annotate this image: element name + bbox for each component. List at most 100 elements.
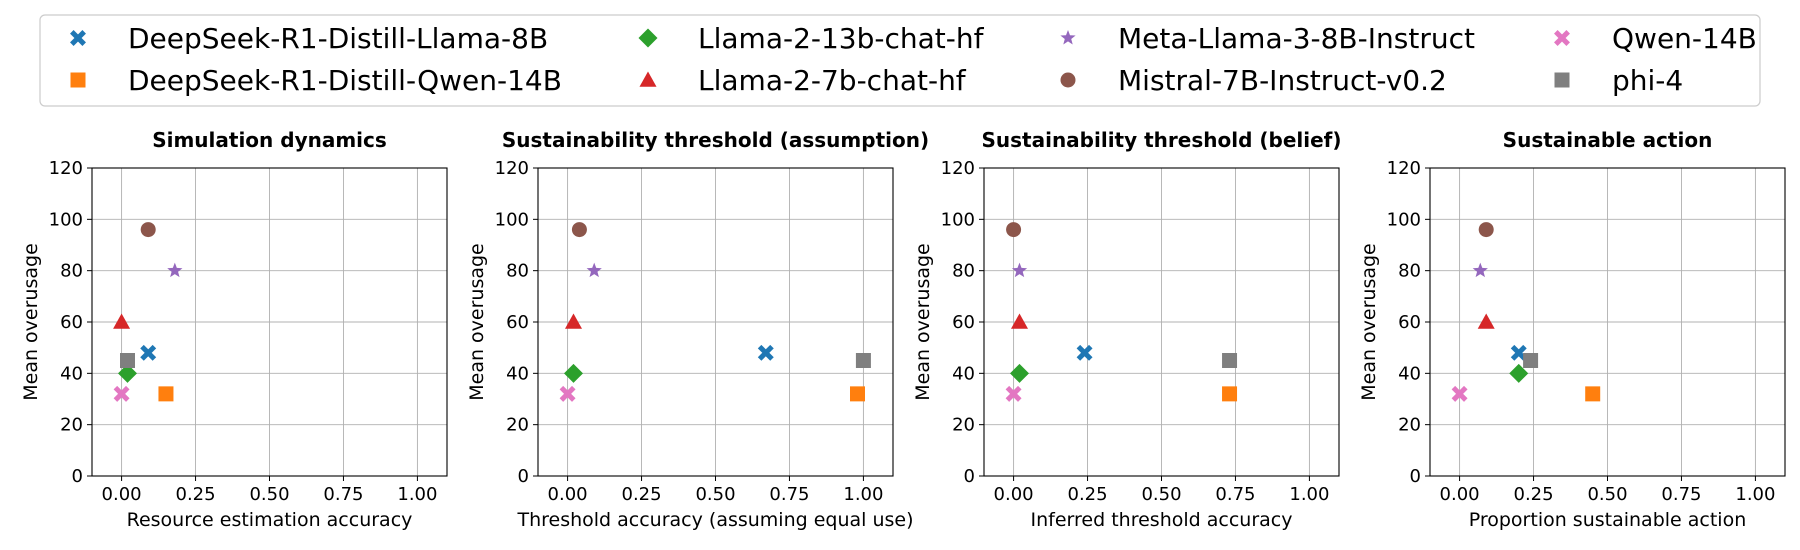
data-point — [1222, 353, 1238, 368]
data-point — [1005, 385, 1022, 402]
y-axis-label: Mean overusage — [20, 243, 42, 401]
legend-label: Llama-2-7b-chat-hf — [698, 64, 967, 97]
data-point — [1523, 353, 1539, 368]
y-axis-label: Mean overusage — [912, 243, 934, 401]
y-tick-label: 80 — [506, 261, 529, 282]
panel-title: Simulation dynamics — [152, 128, 387, 152]
data-point — [140, 344, 157, 361]
x-tick-label: 0.00 — [994, 484, 1034, 505]
plot-frame — [983, 167, 1340, 477]
legend-frame — [39, 14, 1761, 107]
plot-frame — [537, 167, 894, 477]
scatter-panel: Sustainability threshold (belief) 0 20 40 60… — [912, 128, 1342, 531]
y-axis-label: Mean overusage — [1358, 243, 1380, 401]
data-point — [757, 344, 774, 361]
y-tick-label: 80 — [60, 261, 83, 282]
panel-title: Sustainability threshold (assumption) — [502, 128, 929, 152]
data-point — [1478, 222, 1494, 238]
y-tick-label: 120 — [49, 158, 83, 179]
y-tick-label: 40 — [1398, 363, 1421, 384]
legend-marker-x-icon — [1554, 30, 1570, 46]
scatter-panel: Sustainability threshold (assumption) 0 20… — [466, 128, 929, 531]
x-tick-label: 0.25 — [622, 484, 662, 505]
x-tick-label: 0.50 — [249, 484, 289, 505]
panels: Simulation dynamics 0 20 40 60 80 100 120 0.00 0.… — [20, 128, 1786, 531]
y-tick-label: 20 — [60, 415, 83, 436]
legend-marker-square-icon — [1554, 72, 1570, 88]
data-point — [1472, 262, 1488, 278]
x-axis-label: Proportion sustainable action — [1469, 509, 1747, 531]
data-point — [1006, 222, 1022, 238]
plot-frame — [91, 167, 448, 477]
data-point — [564, 363, 583, 383]
y-tick-label: 100 — [1387, 209, 1421, 230]
data-point — [1011, 262, 1028, 278]
y-tick-label: 0 — [518, 466, 529, 487]
data-point — [1509, 363, 1529, 383]
y-tick-label: 120 — [495, 158, 529, 179]
y-tick-label: 40 — [60, 363, 83, 384]
y-tick-label: 40 — [506, 363, 529, 384]
y-tick-label: 120 — [1387, 158, 1421, 179]
data-point — [559, 385, 576, 402]
y-tick-label: 0 — [964, 466, 975, 487]
y-tick-label: 20 — [1398, 415, 1421, 436]
y-tick-label: 100 — [495, 209, 529, 230]
y-tick-label: 0 — [1410, 466, 1421, 487]
panel-title: Sustainability threshold (belief) — [981, 128, 1341, 152]
x-tick-label: 0.00 — [1440, 484, 1480, 505]
y-tick-label: 80 — [952, 261, 975, 282]
legend-label: phi-4 — [1612, 64, 1683, 97]
data-point — [1510, 344, 1527, 361]
data-point — [120, 353, 135, 368]
y-tick-label: 20 — [506, 415, 529, 436]
legend-marker-triangle-icon — [639, 71, 657, 87]
data-point — [1222, 386, 1238, 402]
data-point — [118, 363, 137, 383]
y-tick-label: 60 — [1398, 312, 1421, 333]
legend-marker-x-icon — [70, 30, 86, 46]
data-point — [1010, 363, 1029, 383]
y-tick-label: 60 — [60, 312, 83, 333]
data-point — [113, 313, 131, 329]
plot-frame — [1429, 167, 1786, 477]
x-tick-label: 0.25 — [1068, 484, 1108, 505]
x-tick-label: 0.00 — [102, 484, 142, 505]
data-point — [586, 262, 602, 278]
y-tick-label: 120 — [941, 158, 975, 179]
legend-label: Meta-Llama-3-8B-Instruct — [1118, 22, 1475, 55]
y-tick-label: 80 — [1398, 261, 1421, 282]
y-tick-label: 40 — [952, 363, 975, 384]
x-tick-label: 1.00 — [397, 484, 437, 505]
legend-label: Qwen-14B — [1612, 22, 1757, 55]
data-point — [850, 386, 865, 402]
data-point — [158, 386, 174, 402]
x-axis-label: Resource estimation accuracy — [127, 509, 413, 531]
scatter-panel: Sustainable action 0 20 40 60 80 100 120 0.00 0.2… — [1358, 128, 1786, 531]
data-point — [1451, 385, 1468, 402]
legend-marker-diamond-icon — [638, 28, 658, 48]
x-tick-label: 1.00 — [1289, 484, 1329, 505]
legend-marker-circle-icon — [1060, 72, 1076, 88]
legend-marker-square-icon — [70, 72, 86, 88]
x-tick-label: 0.75 — [1661, 484, 1701, 505]
x-tick-label: 0.50 — [1587, 484, 1627, 505]
data-point — [113, 385, 130, 402]
data-point — [1076, 344, 1093, 361]
y-tick-label: 60 — [506, 312, 529, 333]
x-tick-label: 0.50 — [695, 484, 735, 505]
panel-title: Sustainable action — [1503, 128, 1713, 152]
y-axis-label: Mean overusage — [466, 243, 488, 401]
data-point — [167, 262, 183, 278]
x-tick-label: 1.00 — [1735, 484, 1775, 505]
x-tick-label: 0.75 — [769, 484, 809, 505]
x-tick-label: 0.25 — [176, 484, 216, 505]
scatter-panel: Simulation dynamics 0 20 40 60 80 100 120 0.00 0.… — [20, 128, 448, 531]
data-point — [571, 222, 587, 238]
x-tick-label: 1.00 — [843, 484, 883, 505]
data-point — [1011, 313, 1028, 329]
x-axis-label: Threshold accuracy (assuming equal use) — [516, 509, 913, 531]
data-point — [140, 222, 156, 238]
x-tick-label: 0.75 — [323, 484, 363, 505]
